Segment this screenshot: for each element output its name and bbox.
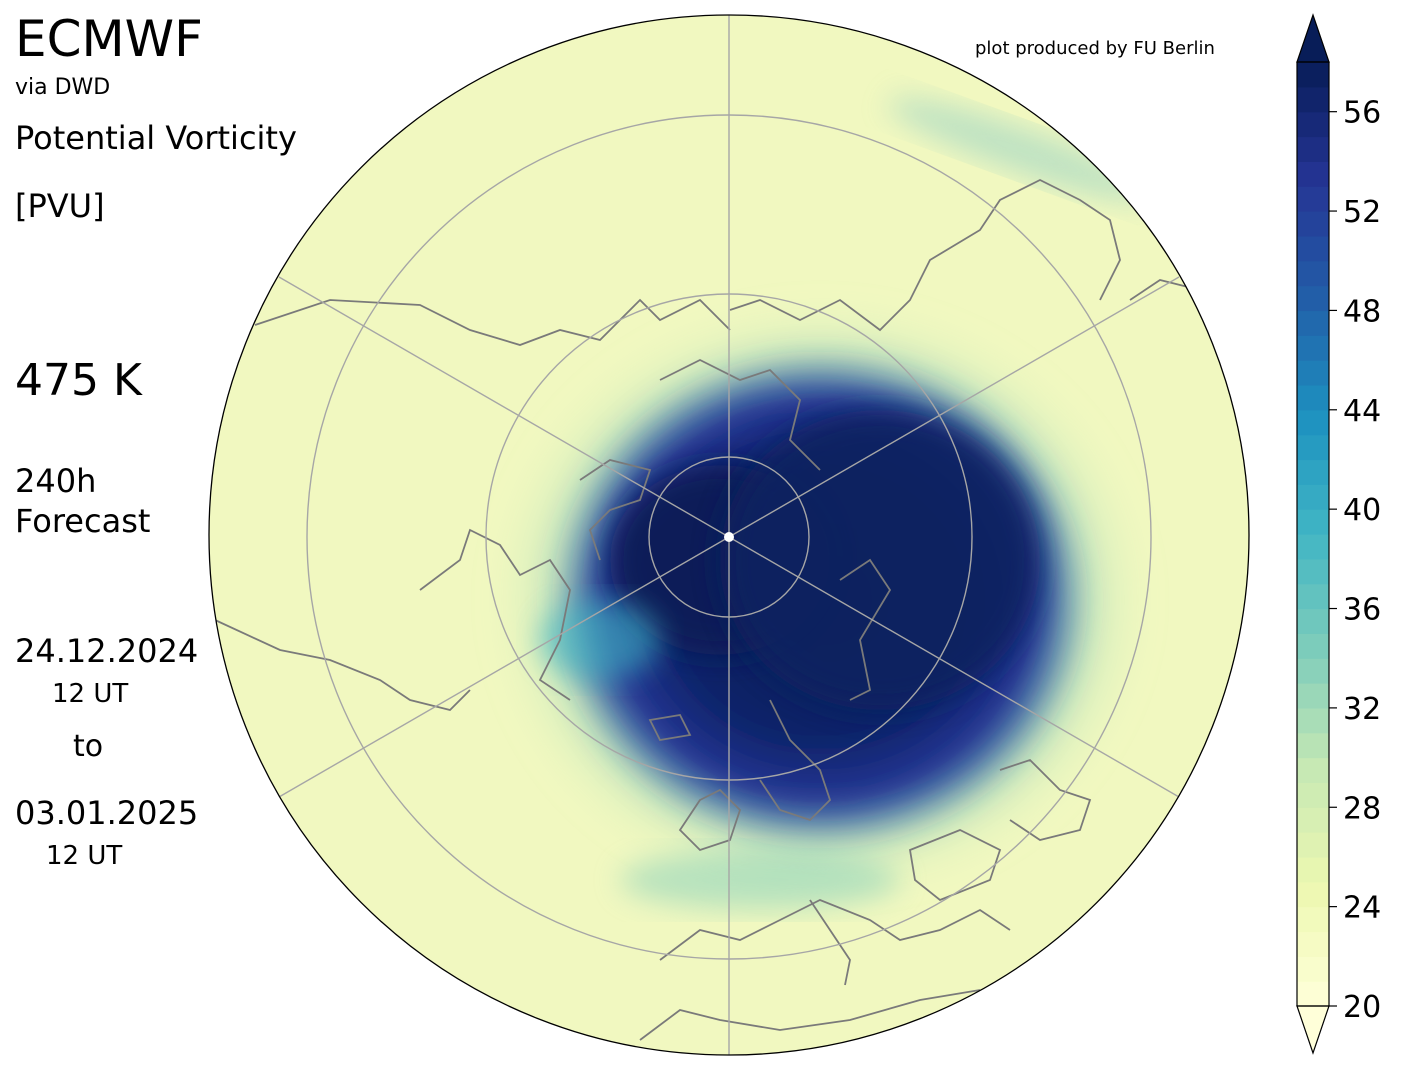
colorbar-bands [1297,62,1329,1007]
colorbar-band [1297,484,1329,510]
init-date: 24.12.2024 [15,632,199,670]
colorbar-band [1297,906,1329,933]
polar-map [208,14,1250,1056]
colorbar-band [1297,608,1329,634]
colorbar-band [1297,583,1329,610]
colorbar-band [1297,683,1329,709]
quantity-label: Potential Vorticity [15,119,297,157]
colorbar-tick-label: 28 [1343,791,1381,826]
colorbar-band [1297,956,1329,982]
lead-time-label: 240h Forecast [15,461,150,541]
colorbar-band [1297,111,1329,138]
colorbar-tick-label: 40 [1343,493,1381,528]
colorbar-band [1297,434,1329,461]
colorbar-band [1297,211,1329,237]
map-boundary [208,14,1250,1056]
colorbar-band [1297,186,1329,212]
colorbar-band [1297,161,1329,187]
colorbar-band [1297,707,1329,734]
colorbar-tick-label: 56 [1343,96,1381,131]
colorbar-band [1297,235,1329,262]
colorbar-lower-extension [1296,1005,1330,1055]
colorbar: 20 24 28 32 36 40 44 48 52 56 [1296,13,1381,1055]
colorbar-frame [1296,61,1330,1007]
colorbar-band [1297,360,1329,386]
colorbar-upper-extension [1296,13,1330,63]
colorbar-tick-label: 48 [1343,294,1381,329]
colorbar-band [1297,136,1329,162]
colorbar-band [1297,310,1329,336]
colorbar-band [1297,807,1329,833]
provider-title: ECMWF [15,10,203,68]
valid-time: 12 UT [46,841,123,871]
colorbar-band [1297,62,1329,88]
colorbar-tick-label: 36 [1343,593,1381,628]
colorbar-band [1297,459,1329,485]
colorbar-band [1297,881,1329,908]
colorbar-band [1297,782,1329,808]
colorbar-band [1297,285,1329,312]
colorbar-band [1297,658,1329,684]
colorbar-tick-label: 52 [1343,195,1381,230]
lead-time-hours: 240h [15,462,97,500]
colorbar-band [1297,732,1329,759]
coastlines [214,178,1201,1041]
colorbar-band [1297,86,1329,113]
colorbar-band [1297,633,1329,659]
colorbar-band [1297,757,1329,784]
colorbar-tick-label: 20 [1343,990,1381,1025]
colorbar-band [1297,931,1329,957]
to-label: to [73,729,104,764]
colorbar-band [1297,534,1329,560]
colorbar-band [1297,558,1329,585]
colorbar-band [1297,384,1329,411]
level-label: 475 K [15,355,142,406]
unit-label: [PVU] [15,187,105,225]
lead-time-word: Forecast [15,502,151,540]
init-time: 12 UT [52,679,129,709]
colorbar-band [1297,260,1329,287]
colorbar-tick-label: 24 [1343,891,1381,926]
colorbar-band [1297,335,1329,361]
colorbar-ticks: 20 24 28 32 36 40 44 48 52 56 [1329,96,1381,1025]
credit-label: plot produced by FU Berlin [975,38,1215,59]
colorbar-tick-label: 44 [1343,394,1381,429]
colorbar-band [1297,409,1329,436]
colorbar-tick-label: 32 [1343,692,1381,727]
source-label: via DWD [15,75,111,100]
colorbar-band [1297,832,1329,858]
valid-date: 03.01.2025 [15,794,199,832]
colorbar-band [1297,509,1329,535]
colorbar-band [1297,856,1329,883]
pole-marker [724,532,734,542]
colorbar-band [1297,981,1329,1007]
